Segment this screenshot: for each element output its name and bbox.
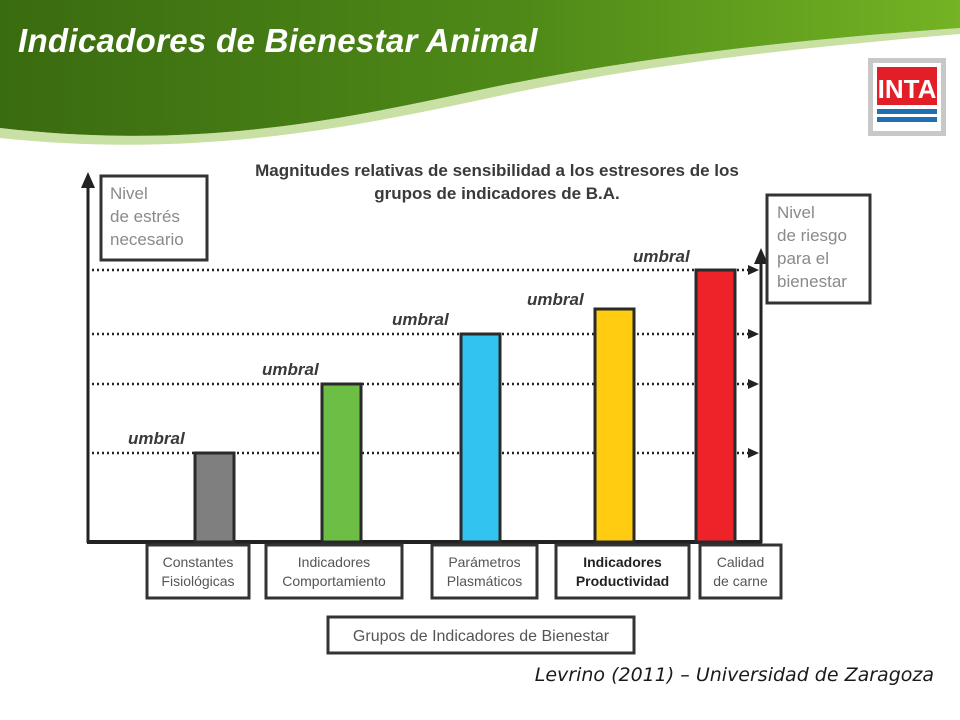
- category-box: Indicadores Productividad: [554, 543, 691, 600]
- category-label-line1: Calidad: [717, 554, 764, 570]
- risk-level-box: Nivel de riesgo para el bienestar: [765, 193, 872, 305]
- indicator-bar: [193, 451, 236, 544]
- risk-level-box-line: Nivel: [777, 203, 815, 222]
- indicator-bar: [593, 307, 636, 544]
- threshold-arrow: [748, 329, 759, 339]
- risk-level-box-line: bienestar: [777, 272, 847, 291]
- category-box-frame: [430, 543, 539, 600]
- inta-logo: INTA: [868, 58, 946, 136]
- threshold-label: umbral: [262, 360, 320, 379]
- axis-label-frame: [326, 615, 636, 655]
- threshold-label: umbral: [392, 310, 450, 329]
- category-box: Calidad de carne: [698, 543, 783, 600]
- category-label-line2: Productividad: [576, 573, 669, 589]
- y-axis-arrow: [81, 172, 95, 188]
- logo-text: INTA: [878, 74, 937, 104]
- indicator-bar: [320, 382, 363, 544]
- risk-level-box-frame: [765, 193, 872, 305]
- risk-level-box-line: para el: [777, 249, 829, 268]
- category-label-line2: Plasmáticos: [447, 573, 522, 589]
- axis-label-text: Grupos de Indicadores de Bienestar: [353, 628, 610, 645]
- category-label-line2: de carne: [713, 573, 768, 589]
- risk-level-box-line: de riesgo: [777, 226, 847, 245]
- title-banner: [0, 0, 960, 145]
- category-box-frame: [145, 543, 251, 600]
- category-label-line1: Constantes: [163, 554, 234, 570]
- axis-label-box: Grupos de Indicadores de Bienestar: [326, 615, 636, 655]
- category-box: Parámetros Plasmáticos: [430, 543, 539, 600]
- threshold-label: umbral: [128, 429, 186, 448]
- stress-level-box-line: de estrés: [110, 207, 180, 226]
- indicator-bar: [694, 268, 737, 544]
- stress-level-box-line: necesario: [110, 230, 184, 249]
- stress-level-box: Nivel de estrés necesario: [99, 174, 209, 262]
- threshold-label: umbral: [633, 247, 691, 266]
- threshold-arrow: [748, 265, 759, 275]
- category-box: Indicadores Comportamiento: [264, 543, 404, 600]
- indicator-bar: [459, 332, 502, 544]
- category-label-line2: Fisiológicas: [161, 573, 234, 589]
- category-label-line1: Indicadores: [583, 554, 662, 570]
- category-box: Constantes Fisiológicas: [145, 543, 251, 600]
- category-box-frame: [264, 543, 404, 600]
- category-label-line1: Indicadores: [298, 554, 370, 570]
- threshold-arrow: [748, 379, 759, 389]
- diagram-heading-line1: Magnitudes relativas de sensibilidad a l…: [255, 161, 739, 180]
- threshold-arrow: [748, 448, 759, 458]
- threshold-label: umbral: [527, 290, 585, 309]
- stress-level-box-line: Nivel: [110, 184, 148, 203]
- stress-level-box-frame: [99, 174, 209, 262]
- right-axis-arrow: [754, 248, 768, 264]
- category-box-frame: [698, 543, 783, 600]
- slide-title: Indicadores de Bienestar Animal: [18, 22, 538, 59]
- category-label-line1: Parámetros: [448, 554, 520, 570]
- diagram-heading-line2: grupos de indicadores de B.A.: [374, 184, 620, 203]
- category-label-line2: Comportamiento: [282, 573, 386, 589]
- source-credit: Levrino (2011) – Universidad de Zaragoza: [534, 664, 934, 686]
- category-box-frame: [554, 543, 691, 600]
